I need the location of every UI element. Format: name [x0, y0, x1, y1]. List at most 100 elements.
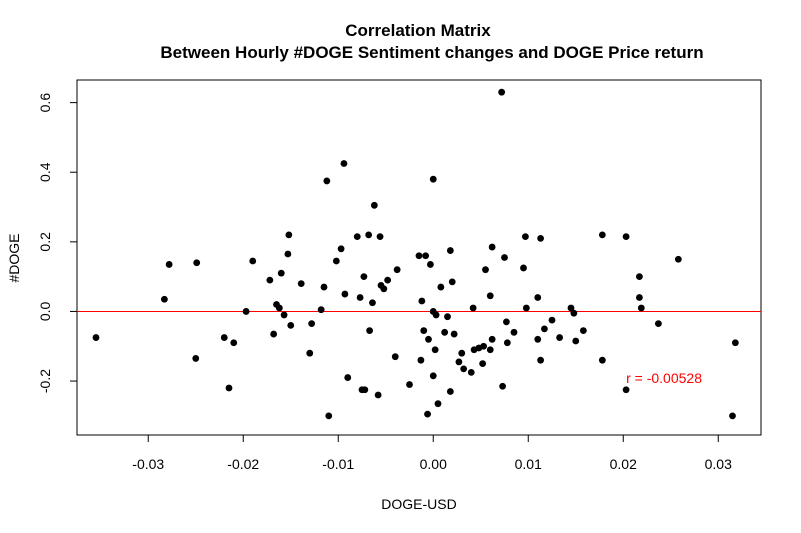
- data-point: [486, 292, 494, 300]
- data-point: [522, 233, 529, 241]
- data-point: [503, 318, 510, 326]
- data-point: [488, 335, 496, 343]
- data-point: [510, 328, 518, 336]
- data-point: [432, 311, 440, 319]
- data-point: [537, 234, 544, 242]
- data-point: [455, 358, 463, 366]
- x-tick-label: 0.00: [420, 456, 447, 472]
- data-point: [636, 294, 643, 301]
- data-point: [365, 231, 373, 239]
- data-point: [636, 273, 643, 281]
- x-tick-label: 0.03: [705, 456, 732, 472]
- y-tick-label: 0.2: [37, 232, 53, 252]
- data-point: [270, 330, 278, 338]
- data-point: [427, 261, 434, 268]
- data-point: [479, 360, 487, 368]
- data-point: [522, 304, 530, 312]
- x-tick-label: 0.02: [610, 456, 637, 472]
- data-point: [374, 391, 382, 399]
- data-point: [418, 297, 426, 305]
- data-point: [424, 410, 431, 418]
- data-point: [337, 245, 345, 253]
- data-point: [306, 349, 314, 357]
- data-point: [323, 177, 331, 185]
- data-point: [498, 88, 506, 96]
- data-point: [280, 311, 288, 319]
- data-point: [391, 353, 399, 361]
- data-point: [534, 294, 542, 301]
- data-point: [317, 306, 325, 314]
- data-point: [655, 320, 662, 328]
- data-point: [572, 337, 580, 345]
- data-point: [92, 334, 100, 341]
- data-point: [537, 356, 544, 364]
- data-point: [441, 328, 449, 336]
- data-point: [332, 257, 340, 265]
- data-point: [325, 412, 333, 420]
- data-point: [320, 283, 328, 291]
- data-point: [360, 273, 368, 281]
- chart-title: Correlation Matrix: [345, 21, 491, 40]
- correlation-annotation: r = -0.00528: [626, 370, 702, 386]
- data-point: [287, 321, 295, 329]
- data-point: [275, 304, 283, 312]
- x-tick-label: -0.03: [132, 456, 164, 472]
- x-axis: -0.03 -0.02 -0.01 0.00 0.01 0.02 0.03: [132, 435, 732, 472]
- x-tick-label: -0.02: [227, 456, 259, 472]
- data-point: [380, 285, 388, 293]
- data-point: [366, 327, 373, 334]
- data-point: [230, 339, 238, 347]
- data-point: [444, 313, 451, 321]
- x-tick-label: -0.01: [322, 456, 354, 472]
- data-point: [420, 327, 428, 334]
- data-point: [422, 252, 430, 260]
- data-point: [361, 386, 369, 394]
- y-tick-label: 0.0: [37, 302, 53, 322]
- data-point: [225, 384, 233, 392]
- data-point: [458, 349, 466, 357]
- data-point: [446, 388, 454, 395]
- data-point: [556, 334, 563, 341]
- data-point: [297, 280, 305, 288]
- data-point: [425, 335, 432, 343]
- data-point: [534, 335, 542, 343]
- data-point: [469, 304, 477, 312]
- data-point: [598, 356, 606, 364]
- data-point: [429, 372, 437, 380]
- data-point: [393, 266, 401, 274]
- data-point: [384, 276, 392, 284]
- data-point: [674, 255, 682, 263]
- data-point: [220, 334, 228, 341]
- data-point: [266, 276, 274, 284]
- data-point: [448, 278, 456, 286]
- data-point: [429, 175, 437, 183]
- data-point: [285, 231, 293, 239]
- data-point: [308, 320, 316, 328]
- data-point: [344, 374, 352, 381]
- data-point: [488, 243, 496, 251]
- data-points: [92, 88, 739, 420]
- data-point: [370, 201, 378, 209]
- data-point: [579, 327, 587, 334]
- data-point: [729, 412, 736, 420]
- data-point: [499, 382, 506, 390]
- data-point: [598, 231, 606, 239]
- data-point: [501, 254, 508, 261]
- data-point: [193, 259, 201, 267]
- data-point: [340, 160, 348, 167]
- data-point: [731, 339, 739, 347]
- data-point: [353, 233, 361, 241]
- y-axis: -0.2 0.0 0.2 0.4 0.6: [37, 93, 77, 393]
- data-point: [434, 400, 442, 408]
- data-point: [437, 283, 445, 291]
- data-point: [467, 368, 475, 376]
- data-point: [637, 304, 645, 312]
- y-tick-label: -0.2: [37, 369, 53, 393]
- data-point: [450, 330, 458, 338]
- data-point: [520, 264, 527, 272]
- data-point: [480, 342, 487, 350]
- data-point: [165, 261, 173, 268]
- data-point: [369, 299, 376, 307]
- data-point: [548, 316, 556, 324]
